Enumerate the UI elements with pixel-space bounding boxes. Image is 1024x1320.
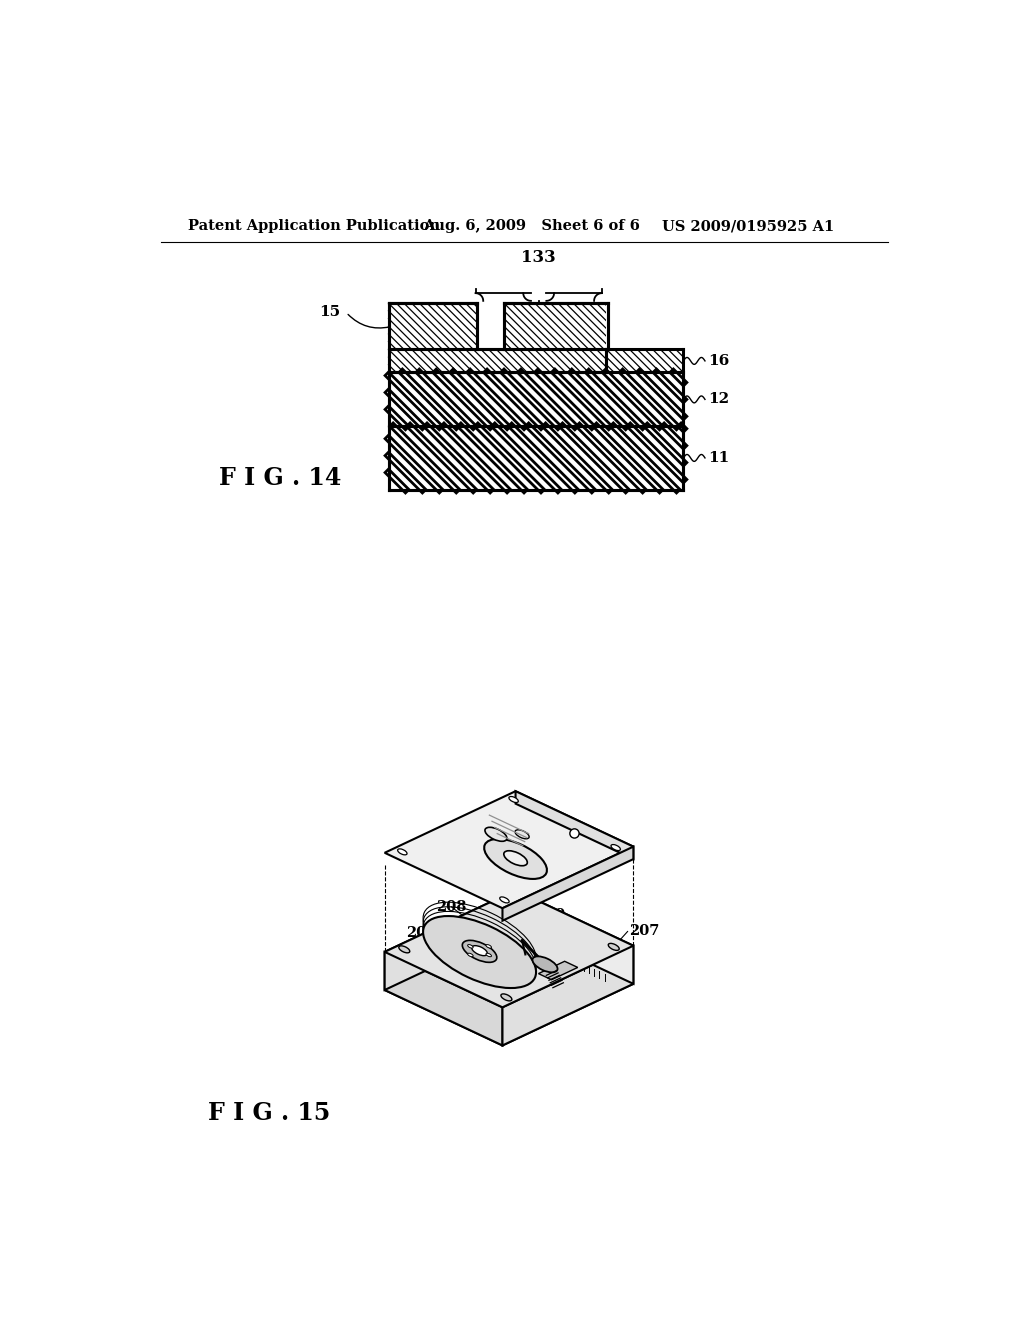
Ellipse shape [509,796,518,803]
Polygon shape [385,791,634,908]
Bar [606,304,608,372]
Text: 16: 16 [708,354,729,368]
Text: F I G . 14: F I G . 14 [219,466,341,490]
Ellipse shape [532,957,557,973]
Polygon shape [385,952,503,1045]
Text: 203: 203 [568,965,598,979]
Text: Patent Application Publication: Patent Application Publication [188,219,440,234]
Text: 12: 12 [708,392,729,407]
Polygon shape [385,890,515,990]
Ellipse shape [608,944,620,950]
Text: F I G . 15: F I G . 15 [208,1101,330,1125]
Bar [504,304,608,350]
Bar [388,350,606,372]
Polygon shape [515,890,634,983]
Ellipse shape [484,840,547,879]
Ellipse shape [501,994,512,1001]
Bar [388,372,683,426]
Ellipse shape [515,830,529,838]
Polygon shape [542,941,607,982]
Bar [606,350,683,372]
Circle shape [569,965,580,975]
Bar [504,304,608,350]
Ellipse shape [462,940,497,962]
Bar [388,350,606,372]
Polygon shape [515,791,634,859]
Text: 11: 11 [708,451,729,465]
Text: 206: 206 [465,953,495,966]
Text: 207: 207 [629,924,659,939]
Ellipse shape [486,953,492,957]
Ellipse shape [500,896,509,903]
Ellipse shape [506,895,517,903]
Text: 202: 202 [407,925,437,940]
Polygon shape [503,945,634,1045]
Text: 208: 208 [436,900,467,913]
Polygon shape [385,928,634,1045]
Text: 201: 201 [462,876,493,891]
Ellipse shape [468,953,473,957]
Polygon shape [385,890,634,1007]
Ellipse shape [504,851,527,866]
Circle shape [569,829,580,838]
Polygon shape [503,846,634,921]
Ellipse shape [485,828,507,841]
Ellipse shape [486,945,492,948]
Text: 15: 15 [319,305,340,319]
Bar [388,304,477,350]
Bar [388,372,683,426]
Ellipse shape [398,946,410,953]
Bar [388,304,477,350]
Text: Aug. 6, 2009   Sheet 6 of 6: Aug. 6, 2009 Sheet 6 of 6 [423,219,640,234]
Bar [388,426,683,490]
Polygon shape [539,961,578,979]
Ellipse shape [423,916,536,989]
Text: 133: 133 [521,249,556,267]
Text: 204: 204 [532,977,563,990]
Text: 205: 205 [489,1011,520,1024]
Ellipse shape [468,945,473,948]
Ellipse shape [397,849,407,855]
Text: US 2009/0195925 A1: US 2009/0195925 A1 [662,219,835,234]
Ellipse shape [472,945,487,956]
Ellipse shape [611,845,621,850]
Bar [388,426,683,490]
Text: 209: 209 [536,908,565,921]
